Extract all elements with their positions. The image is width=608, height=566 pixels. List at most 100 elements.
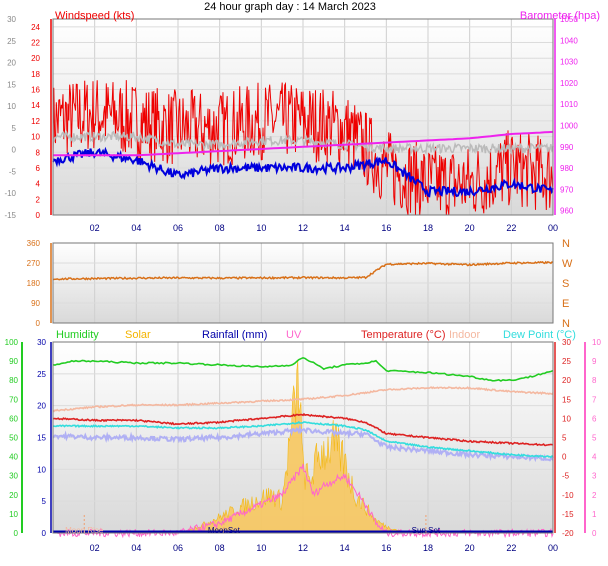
wind-extra-tick--5: -5	[9, 167, 17, 176]
uv-tick-8: 8	[592, 376, 597, 385]
uv-tick-0: 0	[592, 529, 597, 538]
x-tick-wind-18: 18	[423, 223, 433, 233]
wind-tick-8: 8	[36, 148, 41, 157]
wind-extra-tick-20: 20	[7, 59, 16, 68]
apparent-temperature-line	[52, 424, 554, 463]
hum-tick-100: 100	[5, 338, 19, 347]
temp-tick-20: 20	[562, 376, 571, 385]
baro-tick-980: 980	[560, 164, 574, 173]
compass-2: S	[562, 278, 569, 290]
hum-tick-10: 10	[9, 510, 18, 519]
uv-tick-6: 6	[592, 414, 597, 423]
wind-extra-tick-30: 30	[7, 15, 16, 24]
temp-tick-5: 5	[562, 434, 567, 443]
x-tick-wind-22: 22	[506, 223, 516, 233]
legend-1: Solar	[125, 329, 151, 341]
x-tick-wind-02: 02	[90, 223, 100, 233]
x-tick-temp-16: 16	[381, 543, 391, 553]
wind-average-line	[52, 130, 554, 156]
barometer-line	[53, 130, 554, 157]
wind-tick-2: 2	[36, 195, 41, 204]
wind-extra-tick-15: 15	[7, 80, 16, 89]
rain-tick-10: 10	[37, 465, 46, 474]
humidity-line	[52, 356, 554, 382]
indoor-line	[52, 386, 554, 413]
x-tick-wind-04: 04	[131, 223, 141, 233]
wind-extra-tick-10: 10	[7, 102, 16, 111]
temp-tick-25: 25	[562, 357, 571, 366]
hum-tick-50: 50	[9, 434, 18, 443]
legend-0: Humidity	[56, 329, 99, 341]
rain-tick-15: 15	[37, 434, 46, 443]
dir-tick-270: 270	[27, 259, 41, 268]
rain-tick-5: 5	[42, 497, 47, 506]
temp-tick-0: 0	[562, 453, 567, 462]
hum-tick-70: 70	[9, 395, 18, 404]
hum-tick-80: 80	[9, 376, 18, 385]
wind-tick-10: 10	[31, 133, 40, 142]
x-tick-temp-06: 06	[173, 543, 183, 553]
wind-tick-0: 0	[36, 211, 41, 220]
hum-tick-0: 0	[14, 529, 19, 538]
baro-tick-1050: 1050	[560, 15, 578, 24]
legend-2: Rainfall (mm)	[202, 329, 267, 341]
wind-tick-20: 20	[31, 54, 40, 63]
hum-tick-30: 30	[9, 472, 18, 481]
wind-extra-tick-5: 5	[12, 124, 17, 133]
uv-tick-10: 10	[592, 338, 601, 347]
rain-tick-30: 30	[37, 338, 46, 347]
compass-0: N	[562, 238, 570, 250]
dir-tick-360: 360	[27, 239, 41, 248]
x-tick-wind-06: 06	[173, 223, 183, 233]
x-tick-temp-20: 20	[465, 543, 475, 553]
wind-extra-tick--15: -15	[4, 211, 16, 220]
rain-tick-25: 25	[37, 370, 46, 379]
x-tick-temp-12: 12	[298, 543, 308, 553]
compass-3: E	[562, 298, 569, 310]
rain-tick-0: 0	[42, 529, 47, 538]
legend-4: Temperature (°C)	[361, 329, 445, 341]
chart-title: 24 hour graph day : 14 March 2023	[204, 1, 376, 13]
wind-speed-line	[52, 146, 554, 198]
hum-tick-20: 20	[9, 491, 18, 500]
temp-tick-30: 30	[562, 338, 571, 347]
barometer-axis-label: Barometer (hpa)	[520, 10, 600, 22]
wind-tick-24: 24	[31, 23, 40, 32]
wind-tick-14: 14	[31, 101, 40, 110]
wind-tick-18: 18	[31, 70, 40, 79]
dir-tick-0: 0	[36, 319, 41, 328]
baro-tick-1020: 1020	[560, 79, 578, 88]
temp-tick--20: -20	[562, 529, 574, 538]
uv-tick-5: 5	[592, 434, 597, 443]
plot-frame-1	[52, 18, 554, 216]
plot-frame-2	[52, 242, 554, 324]
legend-6: Dew Point (°C)	[503, 329, 576, 341]
temp-tick-15: 15	[562, 395, 571, 404]
baro-tick-1000: 1000	[560, 122, 578, 131]
temp-tick--10: -10	[562, 491, 574, 500]
uv-tick-2: 2	[592, 491, 597, 500]
event-label-1: MoonSet	[208, 526, 241, 535]
temperature-line	[52, 412, 553, 447]
uv-tick-1: 1	[592, 510, 597, 519]
solar-area	[177, 359, 408, 534]
baro-tick-970: 970	[560, 185, 574, 194]
x-tick-wind-14: 14	[340, 223, 350, 233]
x-tick-temp-14: 14	[340, 543, 350, 553]
compass-1: W	[562, 258, 573, 270]
x-tick-temp-00: 00	[548, 543, 558, 553]
wind-extra-tick--10: -10	[4, 189, 16, 198]
x-tick-wind-00: 00	[548, 223, 558, 233]
wind-tick-12: 12	[31, 117, 40, 126]
x-tick-temp-18: 18	[423, 543, 433, 553]
wind-gust-line	[52, 80, 554, 216]
hum-tick-40: 40	[9, 453, 18, 462]
uv-tick-7: 7	[592, 395, 597, 404]
wind-axis-label: Windspeed (kts)	[55, 10, 134, 22]
event-label-2: Sun Set	[412, 526, 441, 535]
x-tick-temp-22: 22	[506, 543, 516, 553]
temp-tick--5: -5	[562, 472, 570, 481]
wind-extra-tick-25: 25	[7, 37, 16, 46]
